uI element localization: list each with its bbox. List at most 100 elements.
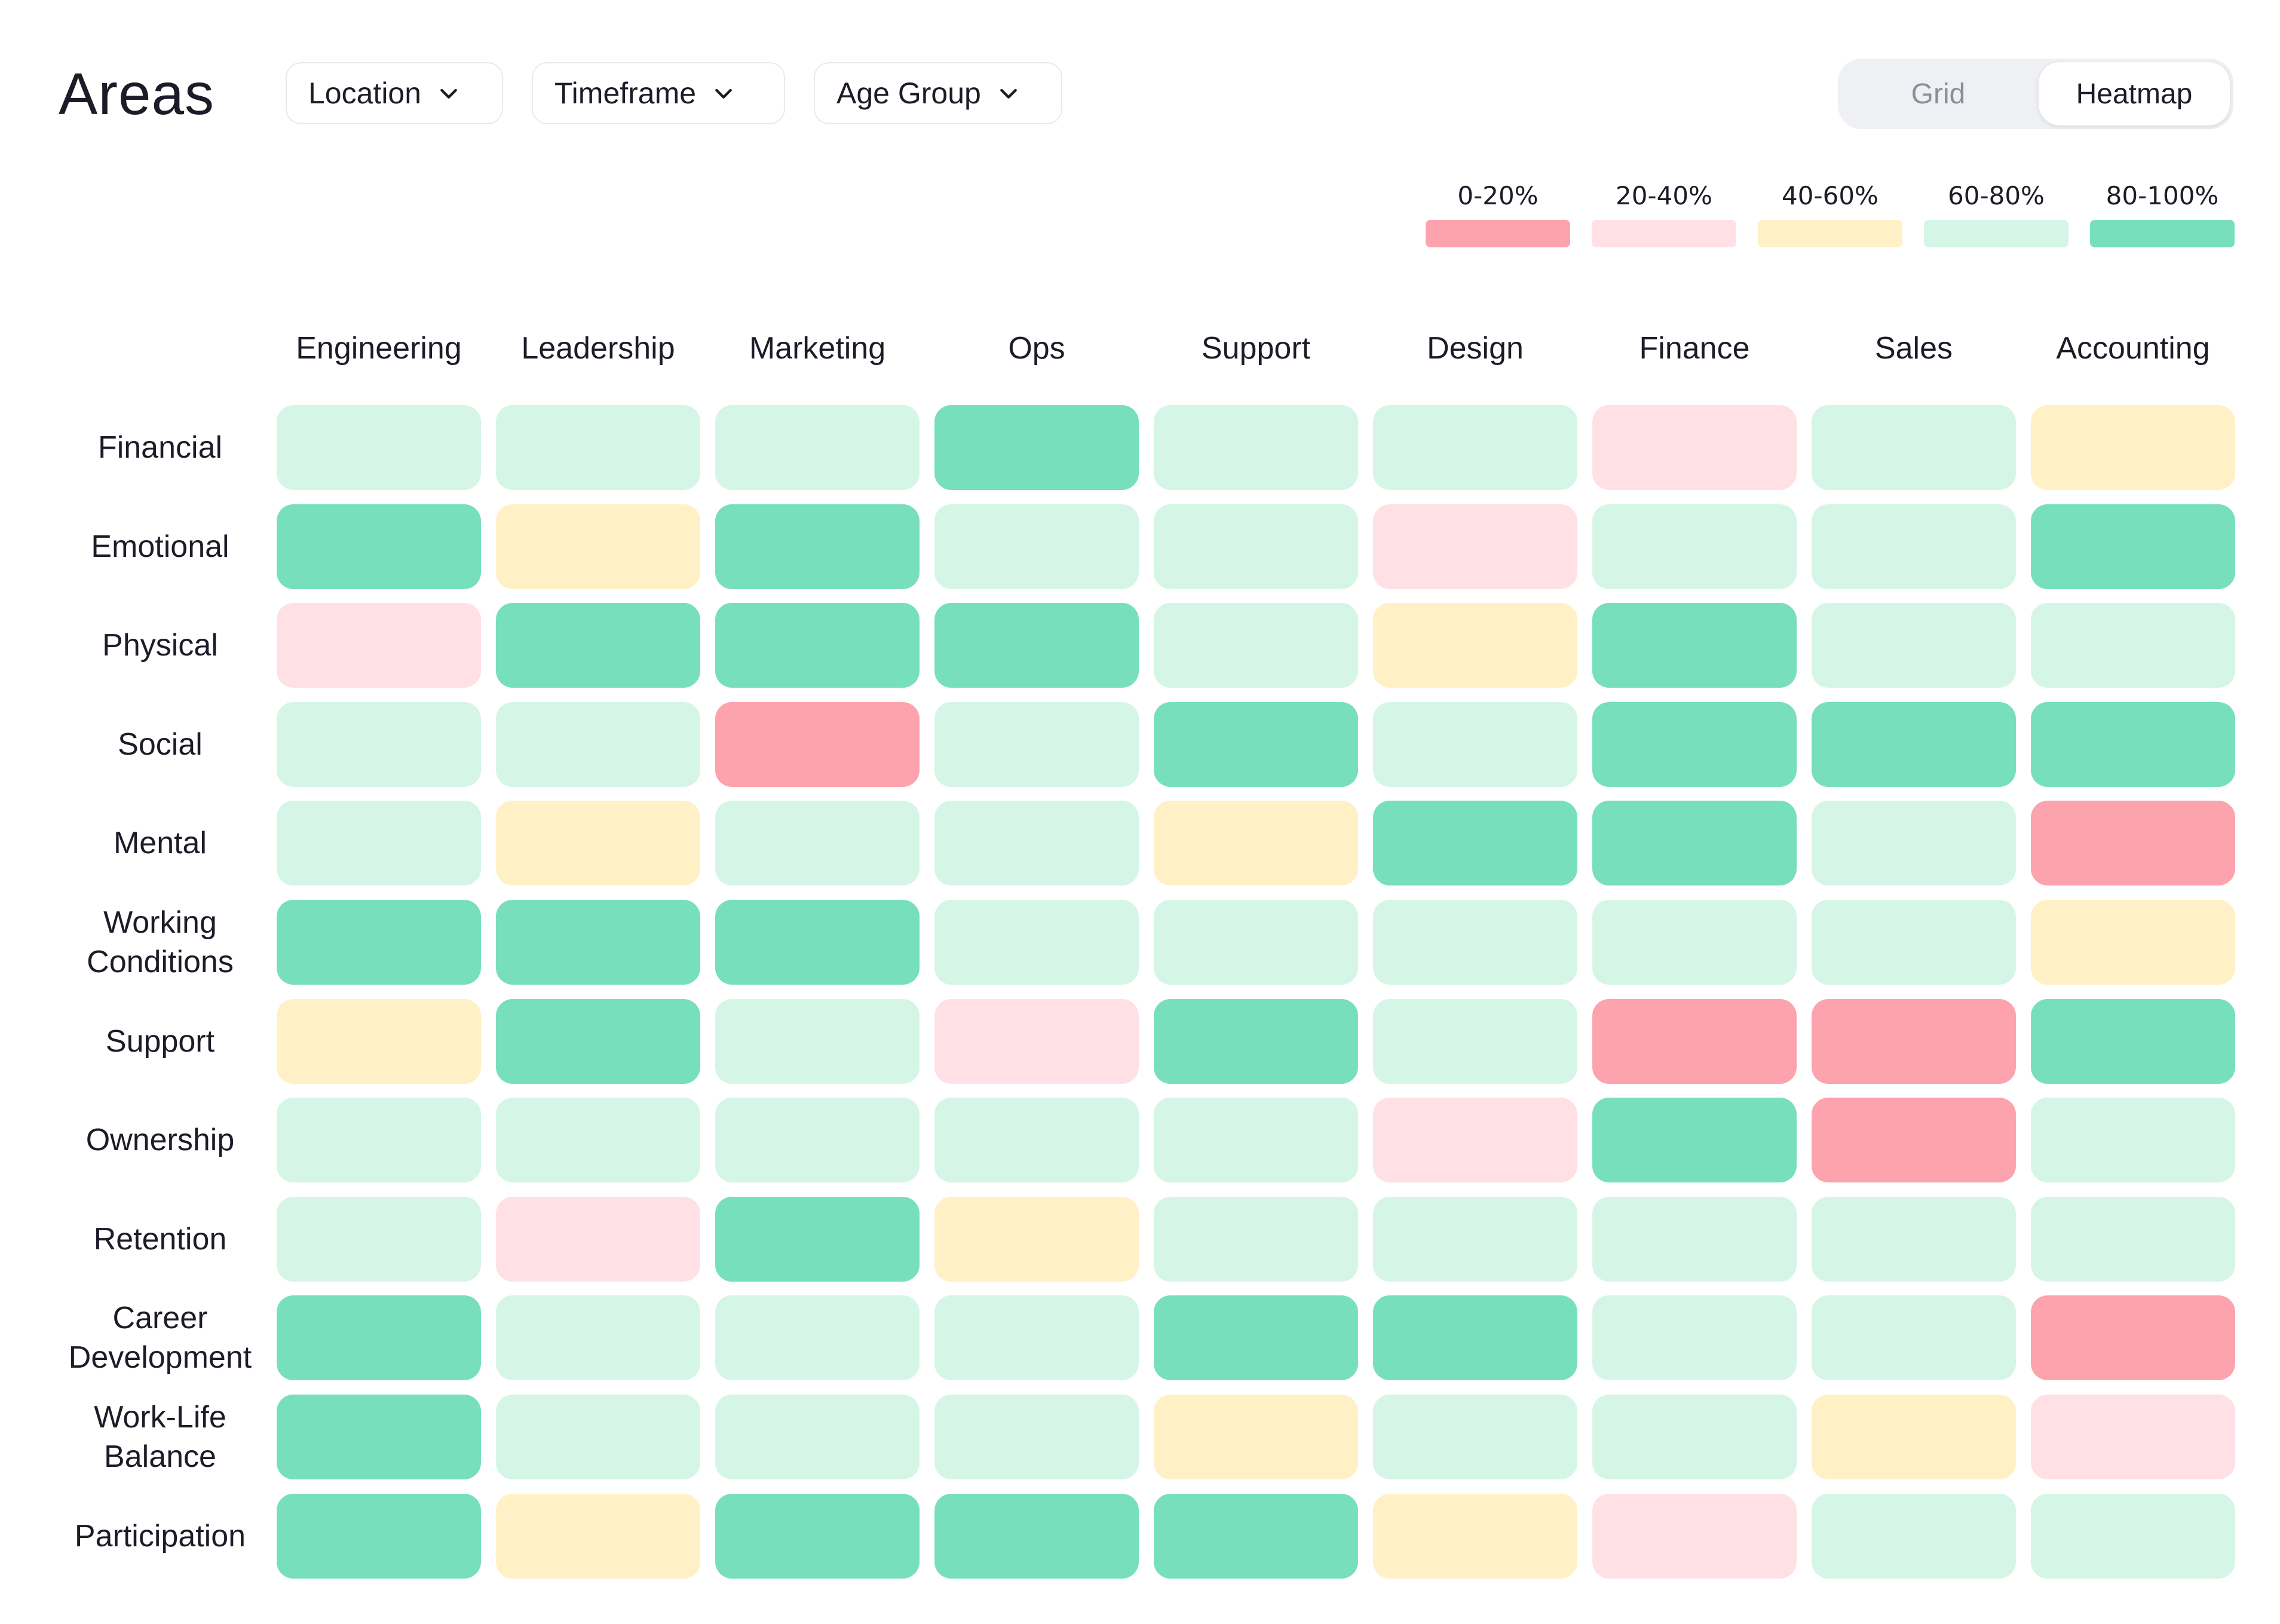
heatmap-cell[interactable] [934,405,1139,490]
heatmap-cell[interactable] [2031,900,2235,985]
heatmap-cell[interactable] [2031,1098,2235,1183]
heatmap-cell[interactable] [715,1395,920,1479]
heatmap-cell[interactable] [1812,701,2016,787]
heatmap-cell[interactable] [1373,1493,1577,1579]
heatmap-cell[interactable] [1812,603,2016,688]
heatmap-cell[interactable] [1154,801,1358,886]
heatmap-cell[interactable] [715,405,920,490]
heatmap-cell[interactable] [1373,1196,1577,1282]
heatmap-cell[interactable] [2031,1395,2235,1479]
heatmap-view-button[interactable]: Heatmap [2039,62,2230,125]
heatmap-cell[interactable] [934,701,1139,787]
heatmap-cell[interactable] [934,900,1139,985]
heatmap-cell[interactable] [496,998,700,1084]
heatmap-cell[interactable] [1373,900,1577,985]
heatmap-cell[interactable] [1154,1295,1358,1381]
heatmap-cell[interactable] [277,801,481,886]
heatmap-cell[interactable] [1592,1395,1797,1479]
heatmap-cell[interactable] [496,405,700,490]
heatmap-cell[interactable] [1812,1295,2016,1381]
heatmap-cell[interactable] [277,1395,481,1479]
heatmap-cell[interactable] [277,1196,481,1282]
heatmap-cell[interactable] [715,1196,920,1282]
heatmap-cell[interactable] [715,1493,920,1579]
heatmap-cell[interactable] [1592,998,1797,1084]
heatmap-cell[interactable] [1812,801,2016,886]
heatmap-cell[interactable] [496,504,700,589]
heatmap-cell[interactable] [496,1098,700,1183]
heatmap-cell[interactable] [1592,1295,1797,1381]
heatmap-cell[interactable] [496,701,700,787]
age-group-filter-dropdown[interactable]: Age Group [814,62,1062,124]
heatmap-cell[interactable] [934,504,1139,589]
heatmap-cell[interactable] [1812,1098,2016,1183]
heatmap-cell[interactable] [934,1196,1139,1282]
heatmap-cell[interactable] [1592,801,1797,886]
heatmap-cell[interactable] [1154,405,1358,490]
heatmap-cell[interactable] [1592,405,1797,490]
heatmap-cell[interactable] [934,801,1139,886]
heatmap-cell[interactable] [2031,504,2235,589]
heatmap-cell[interactable] [277,1493,481,1579]
heatmap-cell[interactable] [1373,701,1577,787]
heatmap-cell[interactable] [1154,701,1358,787]
heatmap-cell[interactable] [1812,405,2016,490]
heatmap-cell[interactable] [715,701,920,787]
heatmap-cell[interactable] [2031,801,2235,886]
heatmap-cell[interactable] [277,998,481,1084]
heatmap-cell[interactable] [934,1395,1139,1479]
heatmap-cell[interactable] [496,1395,700,1479]
heatmap-cell[interactable] [1812,1196,2016,1282]
heatmap-cell[interactable] [2031,1196,2235,1282]
heatmap-cell[interactable] [1592,504,1797,589]
heatmap-cell[interactable] [715,998,920,1084]
heatmap-cell[interactable] [715,900,920,985]
heatmap-cell[interactable] [715,1098,920,1183]
heatmap-cell[interactable] [1373,1295,1577,1381]
heatmap-cell[interactable] [496,900,700,985]
heatmap-cell[interactable] [277,701,481,787]
heatmap-cell[interactable] [1373,1098,1577,1183]
heatmap-cell[interactable] [1592,1098,1797,1183]
heatmap-cell[interactable] [277,603,481,688]
heatmap-cell[interactable] [496,1493,700,1579]
heatmap-cell[interactable] [715,1295,920,1381]
heatmap-cell[interactable] [496,1196,700,1282]
heatmap-cell[interactable] [1592,603,1797,688]
heatmap-cell[interactable] [1592,1196,1797,1282]
heatmap-cell[interactable] [1592,900,1797,985]
heatmap-cell[interactable] [715,504,920,589]
heatmap-cell[interactable] [1154,998,1358,1084]
heatmap-cell[interactable] [934,603,1139,688]
heatmap-cell[interactable] [1154,1493,1358,1579]
heatmap-cell[interactable] [1812,1395,2016,1479]
heatmap-cell[interactable] [934,1295,1139,1381]
heatmap-cell[interactable] [277,504,481,589]
heatmap-cell[interactable] [277,900,481,985]
heatmap-cell[interactable] [277,1295,481,1381]
heatmap-cell[interactable] [934,998,1139,1084]
heatmap-cell[interactable] [2031,603,2235,688]
heatmap-cell[interactable] [1592,701,1797,787]
heatmap-cell[interactable] [934,1098,1139,1183]
heatmap-cell[interactable] [1154,1196,1358,1282]
heatmap-cell[interactable] [2031,998,2235,1084]
heatmap-cell[interactable] [1373,504,1577,589]
heatmap-cell[interactable] [934,1493,1139,1579]
heatmap-cell[interactable] [2031,701,2235,787]
heatmap-cell[interactable] [1154,900,1358,985]
heatmap-cell[interactable] [1373,801,1577,886]
heatmap-cell[interactable] [2031,405,2235,490]
heatmap-cell[interactable] [496,1295,700,1381]
heatmap-cell[interactable] [1812,504,2016,589]
heatmap-cell[interactable] [1812,900,2016,985]
heatmap-cell[interactable] [715,603,920,688]
heatmap-cell[interactable] [1154,603,1358,688]
heatmap-cell[interactable] [1154,504,1358,589]
heatmap-cell[interactable] [1812,1493,2016,1579]
heatmap-cell[interactable] [1373,603,1577,688]
grid-view-button[interactable]: Grid [1911,78,1966,110]
timeframe-filter-dropdown[interactable]: Timeframe [532,62,785,124]
heatmap-cell[interactable] [1154,1098,1358,1183]
heatmap-cell[interactable] [277,405,481,490]
